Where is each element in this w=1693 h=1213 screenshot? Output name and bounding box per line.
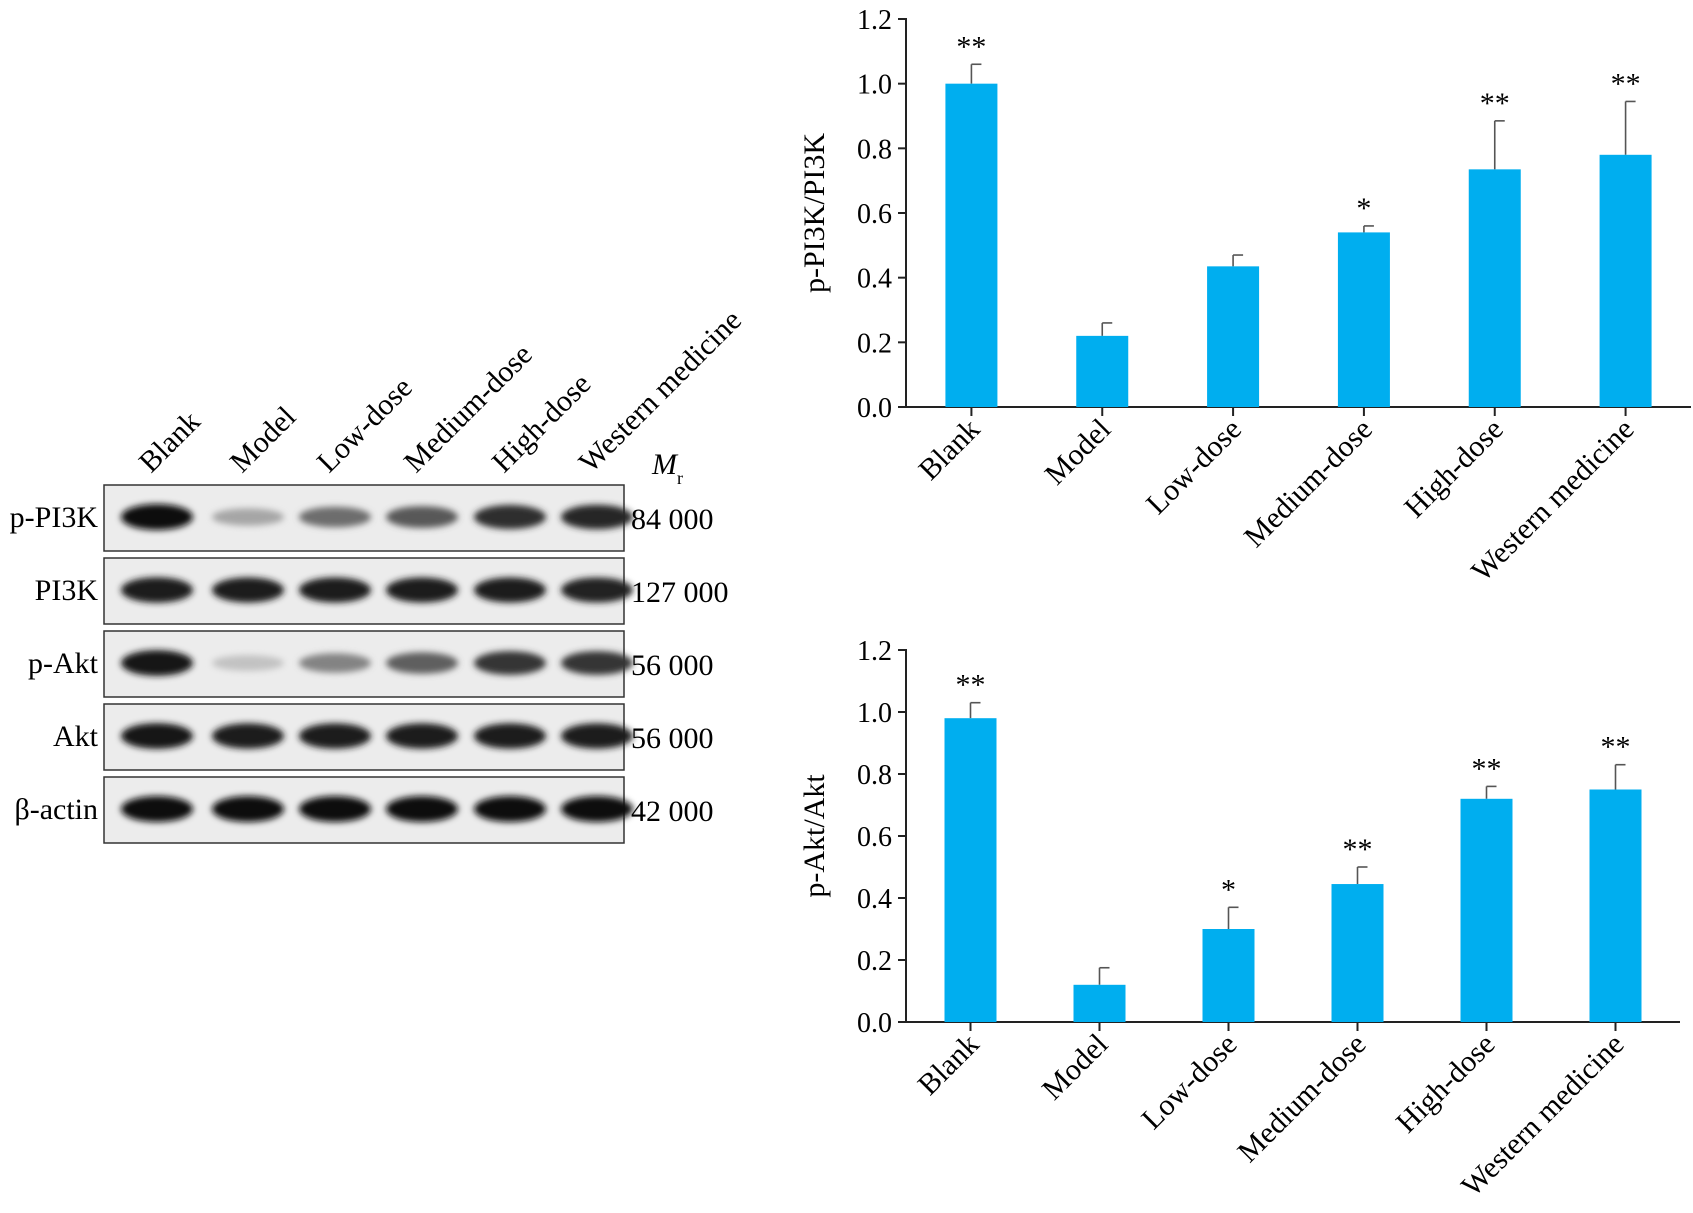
blot-band (561, 723, 633, 749)
blot-band (212, 655, 284, 671)
y-tick-label: 0.6 (857, 199, 892, 230)
molecular-weight: 127 000 (631, 576, 729, 609)
blot-band (121, 650, 193, 676)
bar (1460, 798, 1513, 1022)
x-tick-label: Model (1038, 413, 1117, 492)
molecular-weight: 56 000 (631, 722, 714, 755)
blot-band (299, 653, 371, 673)
blot-band (474, 796, 546, 822)
y-tick-label: 0.0 (857, 1008, 892, 1039)
blot-band (121, 577, 193, 603)
molecular-weight: 84 000 (631, 503, 714, 536)
bar (944, 718, 997, 1022)
x-tick-label: Model (1036, 1028, 1115, 1107)
blot-band (212, 796, 284, 822)
significance-marker: ** (1611, 67, 1641, 100)
significance-marker: * (1221, 873, 1236, 906)
blot-band (386, 577, 458, 603)
x-tick-label: Medium-dose (1231, 1028, 1372, 1169)
bar (1073, 984, 1126, 1022)
x-tick-label: Medium-dose (1238, 413, 1379, 554)
blot-band (212, 508, 284, 526)
bar-chart-p-pi3k: 0.0 0.2 0.4 0.6 0.8 1.0 1.2 p-PI3K/PI3K ** Blank M… (798, 5, 1691, 588)
bar (1468, 169, 1521, 407)
molecular-weight: 56 000 (631, 649, 714, 682)
y-tick-label: 0.8 (857, 134, 892, 165)
blot-band (386, 652, 458, 674)
blot-band (561, 796, 633, 822)
mr-label: Mr (651, 448, 683, 488)
bar (1207, 266, 1260, 407)
protein-label: β-actin (14, 793, 98, 826)
blot-band (212, 577, 284, 603)
y-tick-label: 0.4 (857, 884, 892, 915)
y-tick-label: 0.8 (857, 760, 892, 791)
y-tick-label: 0.4 (857, 264, 892, 295)
molecular-weight: 42 000 (631, 795, 714, 828)
y-tick-label: 1.0 (857, 698, 892, 729)
protein-label: p-PI3K (10, 501, 99, 534)
y-tick-label: 0.6 (857, 822, 892, 853)
bar (1589, 789, 1642, 1022)
significance-marker: ** (1601, 731, 1631, 764)
blot-band (299, 506, 371, 528)
bar (1076, 335, 1129, 407)
bar (945, 83, 998, 408)
protein-label: PI3K (35, 574, 99, 607)
blot-band (561, 504, 633, 530)
significance-marker: * (1356, 192, 1371, 225)
y-tick-label: 1.2 (857, 636, 892, 667)
lane-label: Model (224, 400, 303, 479)
blot-band (474, 577, 546, 603)
blot-band (299, 796, 371, 822)
western-blot-panel: Blank Model Low-doseMedium-doseHigh-doseWe… (10, 304, 748, 844)
y-tick-label: 1.2 (857, 5, 892, 36)
protein-label: Akt (53, 720, 99, 753)
blot-band (386, 506, 458, 528)
x-tick-label: High-dose (1398, 413, 1510, 525)
blot-band (212, 723, 284, 749)
significance-marker: ** (1472, 752, 1502, 785)
y-tick-label: 0.0 (857, 393, 892, 424)
bar (1599, 154, 1652, 407)
significance-marker: ** (1480, 87, 1510, 120)
blot-band (474, 723, 546, 749)
blot-band (121, 723, 193, 749)
blot-band (121, 504, 193, 530)
bar (1202, 929, 1255, 1022)
y-axis-title: p-Akt/Akt (798, 774, 831, 898)
bar (1331, 884, 1384, 1022)
blot-band (299, 577, 371, 603)
x-tick-label: Blank (912, 413, 986, 487)
x-tick-label: Blank (911, 1028, 985, 1102)
blot-band (121, 796, 193, 822)
blot-band (474, 504, 546, 530)
protein-label: p-Akt (28, 647, 99, 680)
lane-label: Blank (133, 405, 207, 479)
x-tick-label: Low-dose (1135, 1028, 1243, 1136)
blot-band (386, 723, 458, 749)
bar (1337, 232, 1390, 407)
significance-marker: ** (956, 669, 986, 702)
lane-label: Low-dose (311, 371, 419, 479)
y-tick-label: 0.2 (857, 328, 892, 359)
blot-band (386, 796, 458, 822)
y-axis-title: p-PI3K/PI3K (798, 133, 831, 293)
mr-subscript: r (677, 468, 683, 488)
blot-band (299, 723, 371, 749)
y-tick-label: 1.0 (857, 70, 892, 101)
y-tick-label: 0.2 (857, 946, 892, 977)
x-tick-label: Low-dose (1140, 413, 1248, 521)
blot-band (561, 577, 633, 603)
x-tick-label: High-dose (1390, 1028, 1502, 1140)
bar-chart-p-akt: 0.0 0.2 0.4 0.6 0.8 1.0 1.2 p-Akt/Akt ** Blank Mod… (798, 636, 1680, 1203)
significance-marker: ** (956, 30, 986, 63)
blot-band (561, 651, 633, 675)
blot-band (474, 651, 546, 675)
significance-marker: ** (1343, 833, 1373, 866)
